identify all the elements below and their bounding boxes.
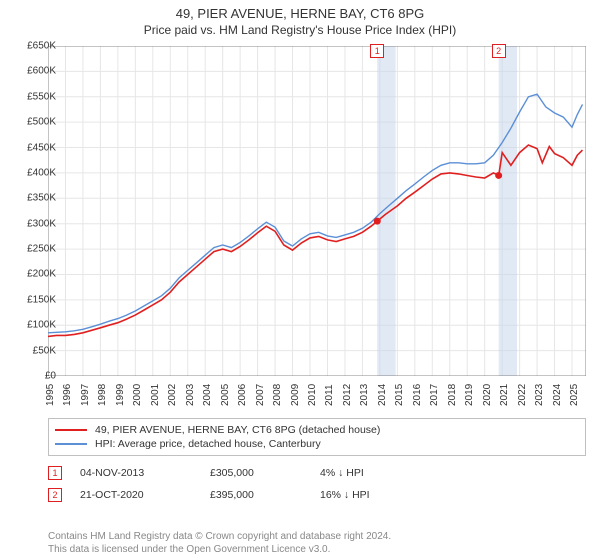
event-price: £305,000: [210, 467, 320, 479]
legend-swatch: [55, 443, 87, 445]
y-tick-label: £400K: [10, 167, 56, 178]
x-tick-label: 1996: [62, 384, 73, 406]
footer-text: Contains HM Land Registry data © Crown c…: [48, 530, 586, 556]
x-tick-label: 2016: [412, 384, 423, 406]
event-date: 21-OCT-2020: [80, 489, 210, 501]
event-price: £395,000: [210, 489, 320, 501]
x-tick-label: 2020: [482, 384, 493, 406]
x-tick-label: 2002: [167, 384, 178, 406]
y-tick-label: £250K: [10, 244, 56, 255]
legend-row: 49, PIER AVENUE, HERNE BAY, CT6 8PG (det…: [55, 423, 579, 437]
legend-box: 49, PIER AVENUE, HERNE BAY, CT6 8PG (det…: [48, 418, 586, 456]
x-tick-label: 1998: [97, 384, 108, 406]
event-marker-1: 1: [370, 44, 384, 58]
x-tick-label: 1995: [45, 384, 56, 406]
x-tick-label: 2003: [185, 384, 196, 406]
x-tick-label: 2010: [307, 384, 318, 406]
event-pct: 16% ↓ HPI: [320, 489, 370, 501]
y-tick-label: £350K: [10, 193, 56, 204]
event-marker-2: 2: [492, 44, 506, 58]
legend-label: 49, PIER AVENUE, HERNE BAY, CT6 8PG (det…: [95, 424, 380, 436]
event-marker-box: 1: [48, 466, 62, 480]
footer-line-1: Contains HM Land Registry data © Crown c…: [48, 530, 586, 543]
event-marker-box: 2: [48, 488, 62, 502]
y-tick-label: £200K: [10, 269, 56, 280]
x-tick-label: 2004: [202, 384, 213, 406]
x-tick-label: 2013: [359, 384, 370, 406]
x-tick-label: 1999: [115, 384, 126, 406]
chart-area: 12: [48, 46, 586, 376]
x-tick-label: 2000: [132, 384, 143, 406]
events-table: 1 04-NOV-2013£305,0004% ↓ HPI 2 21-OCT-2020…: [48, 462, 586, 506]
x-tick-label: 2005: [220, 384, 231, 406]
y-tick-label: £150K: [10, 294, 56, 305]
legend-label: HPI: Average price, detached house, Cant…: [95, 438, 321, 450]
y-tick-label: £300K: [10, 218, 56, 229]
y-tick-label: £500K: [10, 117, 56, 128]
x-tick-label: 2001: [150, 384, 161, 406]
x-tick-label: 2009: [290, 384, 301, 406]
x-tick-label: 2025: [569, 384, 580, 406]
x-tick-label: 2023: [534, 384, 545, 406]
x-tick-label: 1997: [80, 384, 91, 406]
legend-swatch: [55, 429, 87, 431]
x-tick-label: 2014: [377, 384, 388, 406]
x-tick-label: 2006: [237, 384, 248, 406]
x-tick-label: 2024: [552, 384, 563, 406]
y-tick-label: £100K: [10, 320, 56, 331]
event-row: 1 04-NOV-2013£305,0004% ↓ HPI: [48, 462, 586, 484]
event-row: 2 21-OCT-2020£395,00016% ↓ HPI: [48, 484, 586, 506]
y-tick-label: £0: [10, 371, 56, 382]
page-title: 49, PIER AVENUE, HERNE BAY, CT6 8PG: [0, 0, 600, 21]
page-subtitle: Price paid vs. HM Land Registry's House …: [0, 21, 600, 41]
x-tick-label: 2012: [342, 384, 353, 406]
x-tick-label: 2015: [394, 384, 405, 406]
y-tick-label: £450K: [10, 142, 56, 153]
y-tick-label: £50K: [10, 345, 56, 356]
x-tick-label: 2011: [324, 384, 335, 406]
x-tick-label: 2008: [272, 384, 283, 406]
x-tick-label: 2018: [447, 384, 458, 406]
legend-row: HPI: Average price, detached house, Cant…: [55, 437, 579, 451]
footer-line-2: This data is licensed under the Open Gov…: [48, 543, 586, 556]
y-tick-label: £600K: [10, 66, 56, 77]
event-pct: 4% ↓ HPI: [320, 467, 364, 479]
x-tick-label: 2007: [255, 384, 266, 406]
chart-svg: [48, 46, 586, 376]
x-tick-label: 2017: [429, 384, 440, 406]
x-tick-label: 2021: [499, 384, 510, 406]
event-date: 04-NOV-2013: [80, 467, 210, 479]
y-tick-label: £550K: [10, 91, 56, 102]
y-tick-label: £650K: [10, 41, 56, 52]
x-tick-label: 2022: [517, 384, 528, 406]
x-tick-label: 2019: [464, 384, 475, 406]
